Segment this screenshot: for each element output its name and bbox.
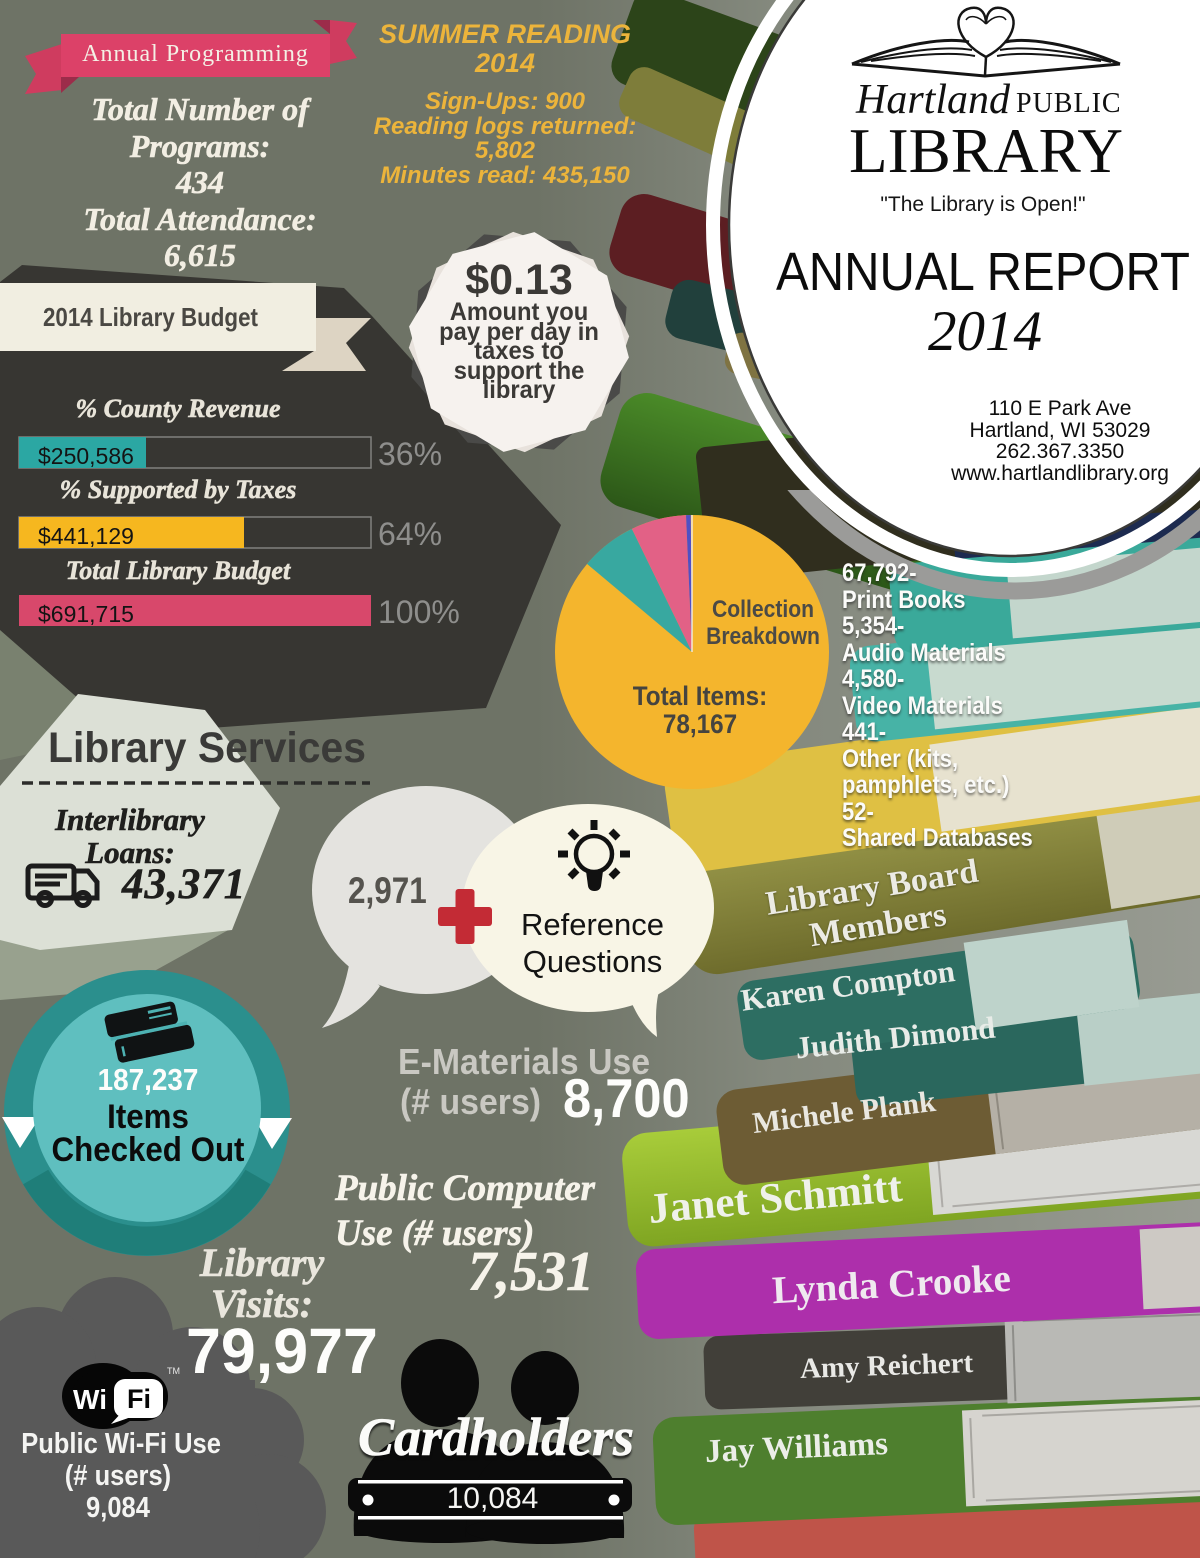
svg-text:ANNUAL REPORT: ANNUAL REPORT <box>776 242 1190 302</box>
svg-text:Wi: Wi <box>73 1384 107 1415</box>
svg-text:TM: TM <box>167 1366 180 1376</box>
svg-text:Fi: Fi <box>127 1384 151 1414</box>
svg-text:LIBRARY: LIBRARY <box>849 116 1123 186</box>
